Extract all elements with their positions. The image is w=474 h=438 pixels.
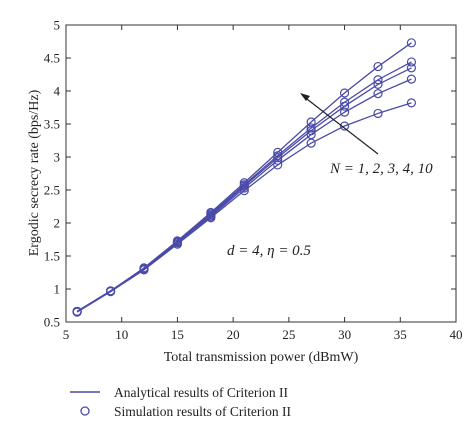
x-tick-label: 20 xyxy=(227,327,240,342)
n-values-annotation: N = 1, 2, 3, 4, 10 xyxy=(329,161,433,177)
series-3-point xyxy=(339,101,350,111)
y-tick-label: 3 xyxy=(54,150,61,165)
series-line-5 xyxy=(76,42,412,312)
y-tick-label: 2.5 xyxy=(44,183,60,198)
series-4-point xyxy=(406,57,417,67)
y-tick-label: 5 xyxy=(54,18,61,33)
series-5-point xyxy=(339,88,350,98)
annotation-arrow xyxy=(302,95,379,155)
series-1-point xyxy=(273,160,283,170)
y-tick-label: 4 xyxy=(54,84,61,99)
series-lines xyxy=(76,42,412,313)
series-1-point xyxy=(373,108,383,119)
y-tick-label: 1 xyxy=(54,282,61,297)
x-tick-label: 35 xyxy=(394,327,407,342)
series-5-point xyxy=(172,236,183,246)
legend-circle-marker xyxy=(80,406,90,416)
y-tick-label: 1.5 xyxy=(44,249,60,264)
series-2-point xyxy=(306,129,316,140)
series-2-point xyxy=(406,74,417,84)
series-3-point xyxy=(406,63,417,73)
y-tick-label: 3.5 xyxy=(44,117,60,132)
legend-entry-analytical: Analytical results of Criterion II xyxy=(114,385,288,400)
annotation-arrowhead xyxy=(300,93,310,101)
legend-entry-simulation: Simulation results of Criterion II xyxy=(114,404,291,419)
series-4-point xyxy=(306,123,316,133)
series-5-point xyxy=(406,38,417,48)
series-4-point xyxy=(373,75,383,85)
plot-area-frame xyxy=(65,24,457,323)
series-5-point xyxy=(373,61,383,72)
parameter-annotation: d = 4, η = 0.5 xyxy=(227,243,311,259)
x-tick-label: 25 xyxy=(282,327,295,342)
series-markers xyxy=(72,38,417,317)
series-5-point xyxy=(105,286,116,296)
x-axis-label: Total transmission power (dBmW) xyxy=(164,350,359,365)
x-axis-ticks: 5 10 15 20 25 30 35 40 xyxy=(63,25,463,342)
x-tick-label: 5 xyxy=(63,327,70,342)
series-5-point xyxy=(273,147,283,157)
series-4-point xyxy=(339,97,350,107)
y-tick-label: 4.5 xyxy=(44,51,60,66)
series-5-point xyxy=(139,263,149,273)
series-5-point xyxy=(306,117,316,127)
x-tick-label: 10 xyxy=(115,327,128,342)
series-5-point xyxy=(239,178,249,188)
y-tick-label: 0.5 xyxy=(44,315,60,330)
x-tick-label: 40 xyxy=(450,327,463,342)
series-3-point xyxy=(373,79,383,90)
y-tick-label: 2 xyxy=(54,216,61,231)
series-2-point xyxy=(339,107,350,117)
y-axis-ticks: 0.5 1 1.5 2 2.5 3 3.5 4 4.5 5 xyxy=(44,18,456,330)
series-1-point xyxy=(339,121,350,131)
series-1-point xyxy=(406,98,417,108)
series-4-point xyxy=(273,151,283,161)
y-axis-label: Ergodic secrecy rate (bps/Hz) xyxy=(27,89,42,256)
x-tick-label: 30 xyxy=(338,327,351,342)
series-line-2 xyxy=(76,78,412,312)
series-2-point xyxy=(373,89,383,99)
x-tick-label: 15 xyxy=(171,327,184,342)
series-5-point xyxy=(72,306,82,317)
series-5-point xyxy=(206,207,216,218)
